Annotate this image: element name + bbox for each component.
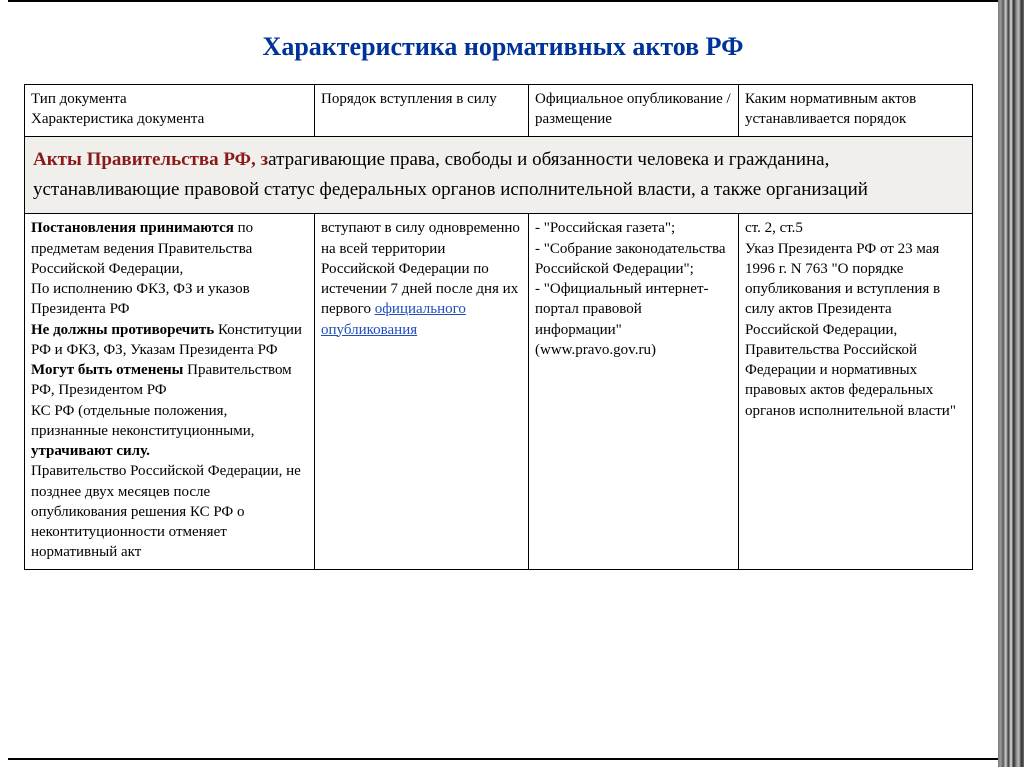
c1-p5a: КС РФ (отдельные положения, признанные н… <box>31 403 255 439</box>
header-col4: Каким нормативным актов устанавливается … <box>739 85 973 137</box>
section-lead: Акты Правительства РФ, з <box>33 149 268 170</box>
table-header-row: Тип документа Характеристика документа П… <box>25 85 973 137</box>
cell-entry-order: вступают в силу одновременно на всей тер… <box>315 214 529 569</box>
section-cell: Акты Правительства РФ, затрагивающие пра… <box>25 136 973 214</box>
decorative-edge <box>998 0 1024 767</box>
header-col1-line2: Характеристика документа <box>31 111 204 127</box>
c1-p1b: Постановления принимаются <box>31 220 234 236</box>
c1-p3b: Не должны противоречить <box>31 322 214 338</box>
c3-i3: - "Официальный интернет-портал правовой … <box>535 281 709 358</box>
c2-t2: первого <box>321 301 375 317</box>
slide-frame: Характеристика нормативных актов РФ Тип … <box>8 0 998 760</box>
c1-p6: Правительство Российской Федерации, не п… <box>31 463 301 560</box>
c1-p2: По исполнению ФКЗ, ФЗ и указов Президент… <box>31 281 250 317</box>
cell-normative: ст. 2, ст.5 Указ Президента РФ от 23 мая… <box>739 214 973 569</box>
c3-i1: - "Российская газета"; <box>535 220 675 236</box>
c4-t2: Указ Президента РФ от 23 мая 1996 г. N 7… <box>745 241 956 419</box>
header-col2: Порядок вступления в силу <box>315 85 529 137</box>
page-title: Характеристика нормативных актов РФ <box>8 2 998 84</box>
c3-i2: - "Собрание законодательства Российской … <box>535 241 726 277</box>
section-row: Акты Правительства РФ, затрагивающие пра… <box>25 136 973 214</box>
header-col1-line1: Тип документа <box>31 91 127 107</box>
cell-type-char: Постановления принимаются по предметам в… <box>25 214 315 569</box>
table-row: Постановления принимаются по предметам в… <box>25 214 973 569</box>
acts-table: Тип документа Характеристика документа П… <box>24 84 973 570</box>
c1-p5b: утрачивают силу. <box>31 443 150 459</box>
c2-t1: вступают в силу одновременно на всей тер… <box>321 220 520 297</box>
c4-t1: ст. 2, ст.5 <box>745 220 803 236</box>
cell-publication: - "Российская газета"; - "Собрание закон… <box>529 214 739 569</box>
c1-p4b: Могут быть отменены <box>31 362 183 378</box>
header-col1: Тип документа Характеристика документа <box>25 85 315 137</box>
header-col3: Официальное опубликование / размещение <box>529 85 739 137</box>
